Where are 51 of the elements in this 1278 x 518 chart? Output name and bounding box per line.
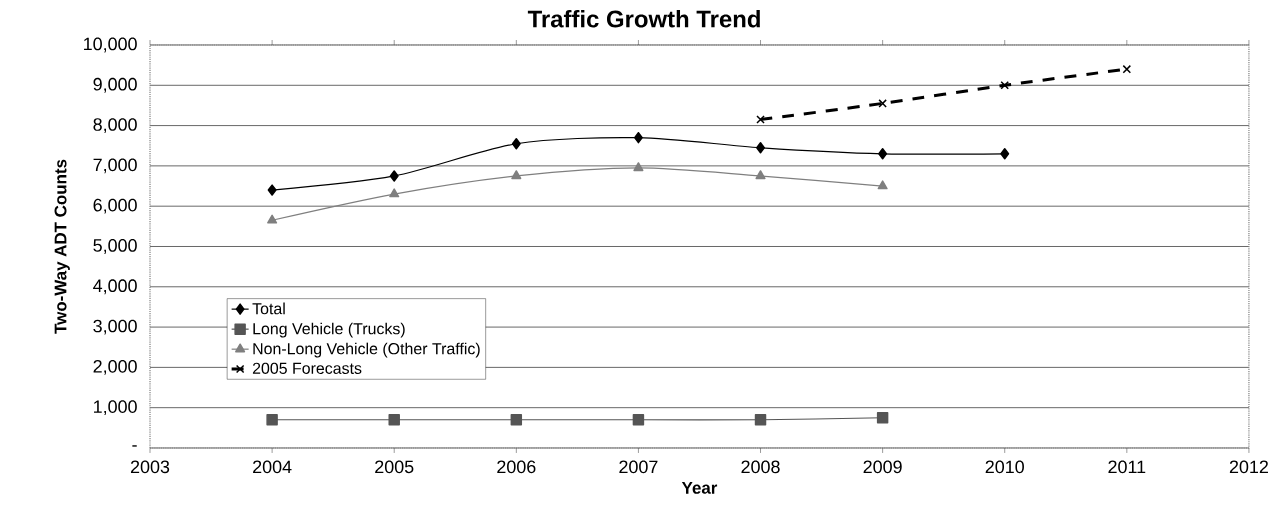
point [633, 131, 643, 144]
y-tick-label: - [132, 445, 137, 447]
point [1122, 64, 1132, 74]
legend-label: 2005 Forecasts [252, 362, 362, 374]
point [632, 414, 645, 426]
point [389, 170, 399, 182]
y-tick-label: 9,000 [93, 77, 137, 93]
point [266, 414, 278, 426]
x-tick-label: 2004 [253, 460, 292, 474]
y-axis-title: Two-Way ADT Counts [54, 159, 70, 334]
legend-label: Non-Long Vehicle (Other Traffic) [253, 342, 480, 358]
point [1000, 81, 1009, 90]
point [267, 184, 277, 196]
y-tick-label: 5,000 [93, 239, 137, 254]
point [511, 170, 522, 180]
y-tick-label: 6,000 [93, 198, 137, 214]
y-tick-label: 4,000 [93, 279, 137, 295]
point [510, 414, 523, 426]
point [878, 148, 888, 160]
x-tick-label: 2009 [863, 460, 902, 474]
y-tick-label: 7,000 [93, 158, 137, 174]
x-tick-label: 2006 [497, 460, 536, 474]
point [389, 188, 400, 198]
point [876, 412, 889, 424]
point [267, 214, 278, 224]
x-tick-label: 2003 [130, 460, 170, 474]
x-tick-label: 2011 [1108, 460, 1146, 474]
y-tick-label: 10,000 [84, 37, 137, 53]
legend-label: Long Vehicle (Trucks) [253, 322, 405, 338]
x-tick-label: 2005 [375, 460, 414, 474]
x-tick-label: 2007 [619, 460, 658, 474]
point [754, 414, 767, 426]
legend-label: Total [252, 302, 285, 315]
point [633, 162, 644, 172]
point [388, 414, 400, 426]
point [1000, 148, 1010, 160]
point [877, 180, 888, 190]
point [756, 115, 765, 124]
point [511, 137, 521, 150]
point [756, 142, 766, 154]
x-tick-label: 2010 [985, 460, 1024, 474]
point [878, 99, 887, 108]
chart-title: Traffic Growth Trend [527, 9, 760, 28]
x-tick-label: 2008 [741, 460, 780, 474]
y-tick-label: 1,000 [94, 400, 137, 416]
x-axis-title: Year [681, 482, 718, 494]
y-tick-label: 2,000 [93, 359, 137, 375]
point [755, 170, 766, 180]
y-tick-label: 8,000 [93, 118, 137, 133]
y-tick-label: 3,000 [93, 319, 137, 335]
x-tick-label: 2012 [1229, 460, 1268, 474]
